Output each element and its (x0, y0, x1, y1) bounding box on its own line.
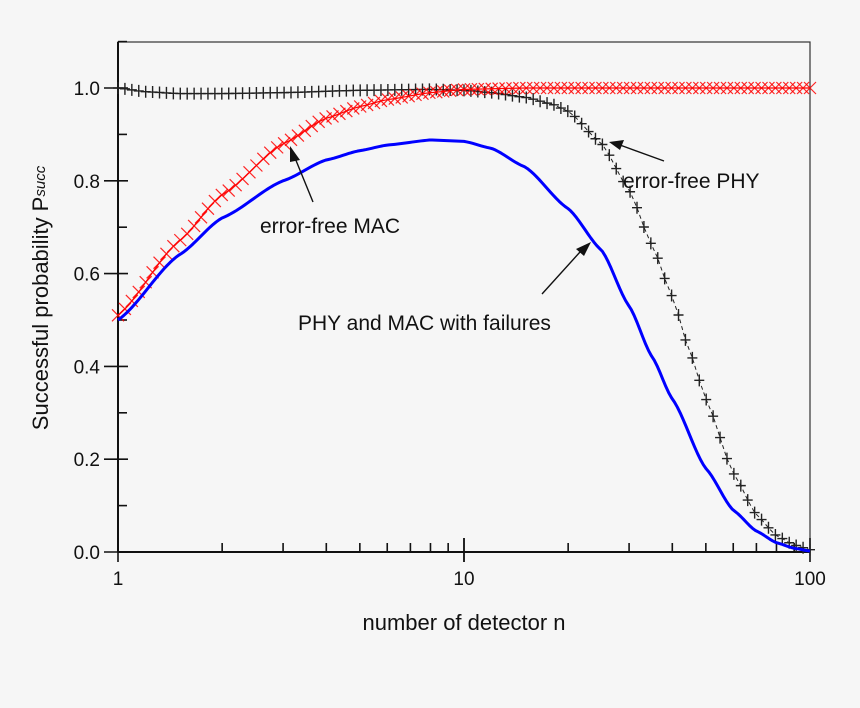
svg-text:0.6: 0.6 (74, 265, 100, 286)
svg-text:0.8: 0.8 (74, 172, 100, 193)
svg-text:0.4: 0.4 (74, 357, 101, 378)
svg-text:1: 1 (113, 569, 124, 590)
annotation-label: PHY and MAC with failures (298, 312, 551, 335)
tick-labels: 1 10 100 0.0 0.2 0.4 0.6 0.8 1.0 (74, 79, 826, 590)
plot-frame (117, 41, 811, 553)
annotation-label: error-free MAC (260, 215, 400, 238)
svg-text:0.0: 0.0 (74, 543, 100, 564)
y-axis-title-main: Successful probability P (28, 197, 53, 431)
svg-text:10: 10 (453, 569, 474, 590)
series-error-free-phy (113, 82, 815, 556)
x-axis-title: number of detector n (362, 610, 565, 635)
annotation-error-free-phy: error-free PHY (609, 140, 760, 193)
y-axis-title-subscript: succ (32, 165, 49, 196)
svg-text:Successful probability Psucc: Successful probability Psucc (28, 165, 53, 430)
series-phy-mac-failures (117, 138, 811, 553)
axis-ticks (104, 40, 811, 562)
annotation-error-free-mac: error-free MAC (260, 146, 400, 238)
svg-text:1.0: 1.0 (74, 79, 100, 100)
svg-text:0.2: 0.2 (74, 450, 100, 471)
annotation-label: error-free PHY (623, 170, 760, 193)
y-axis-title: Successful probability Psucc (28, 165, 53, 430)
svg-text:100: 100 (794, 569, 826, 590)
annotation-phy-mac-failures: PHY and MAC with failures (298, 242, 591, 335)
series-error-free-mac (111, 81, 817, 322)
